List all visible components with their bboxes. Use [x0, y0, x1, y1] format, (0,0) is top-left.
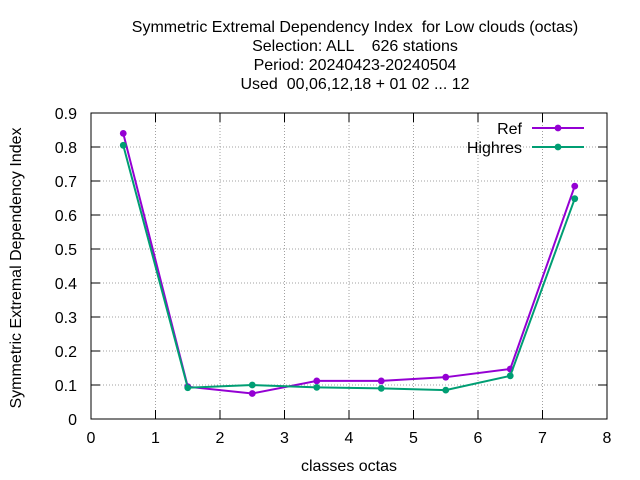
data-point [313, 377, 321, 385]
chart-title-line-1: Symmetric Extremal Dependency Index for … [131, 19, 579, 36]
y-tick-label: 0.3 [55, 310, 77, 327]
y-axis-label: Symmetric Extremal Dependency Index [8, 128, 25, 409]
x-tick-label: 0 [87, 430, 96, 447]
chart-title-line-4: Used 00,06,12,18 + 01 02 ... 12 [240, 76, 470, 93]
chart-title-line-3: Period: 20240423-20240504 [253, 57, 457, 74]
grid [91, 113, 607, 419]
legend-marker [554, 124, 562, 132]
legend-label: Highres [467, 140, 522, 157]
chart-title-line-2: Selection: ALL 626 stations [252, 38, 458, 55]
y-tick-label: 0.2 [55, 344, 77, 361]
plot-frame [90, 112, 608, 420]
data-point [442, 386, 450, 394]
x-tick-label: 3 [280, 430, 289, 447]
y-tick-label: 0.1 [55, 378, 77, 395]
y-tick-label: 0.4 [55, 276, 77, 293]
y-tick-label: 0.8 [55, 140, 77, 157]
data-point [119, 141, 127, 149]
data-point [571, 182, 579, 190]
legend: Ref Highres [467, 121, 584, 157]
x-tick-label: 5 [409, 430, 418, 447]
data-point [506, 372, 514, 380]
data-point [442, 373, 450, 381]
series-highres [119, 141, 579, 394]
y-tick-label: 0.7 [55, 174, 77, 191]
data-point [248, 390, 256, 397]
data-point [248, 381, 256, 389]
data-point [313, 383, 321, 391]
data-point [184, 384, 192, 392]
x-axis-label: classes octas [301, 458, 397, 475]
series-line [122, 145, 576, 392]
data-point [377, 377, 385, 385]
tick-marks: 0 1 2 3 4 5 6 7 8 0 0.1 0.2 0.3 0.4 0.5 0.6 0.7 0.8 0.9 [55, 106, 612, 447]
x-tick-label: 8 [603, 430, 612, 447]
data-point [571, 195, 579, 203]
x-tick-label: 7 [538, 430, 547, 447]
x-tick-label: 1 [151, 430, 160, 447]
x-tick-label: 4 [345, 430, 354, 447]
y-tick-label: 0.9 [55, 106, 77, 123]
series-layer [119, 130, 579, 397]
legend-marker [554, 143, 562, 151]
y-tick-label: 0.5 [55, 242, 77, 259]
x-tick-label: 6 [474, 430, 483, 447]
y-tick-label: 0 [68, 412, 77, 429]
data-point [119, 130, 127, 137]
legend-label: Ref [497, 121, 522, 138]
data-point [377, 385, 385, 392]
x-tick-label: 2 [216, 430, 225, 447]
y-tick-label: 0.6 [55, 208, 77, 225]
